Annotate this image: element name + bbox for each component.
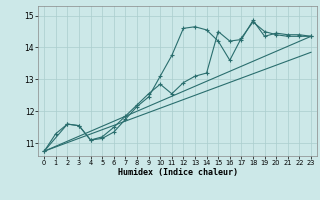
X-axis label: Humidex (Indice chaleur): Humidex (Indice chaleur) (118, 168, 238, 177)
